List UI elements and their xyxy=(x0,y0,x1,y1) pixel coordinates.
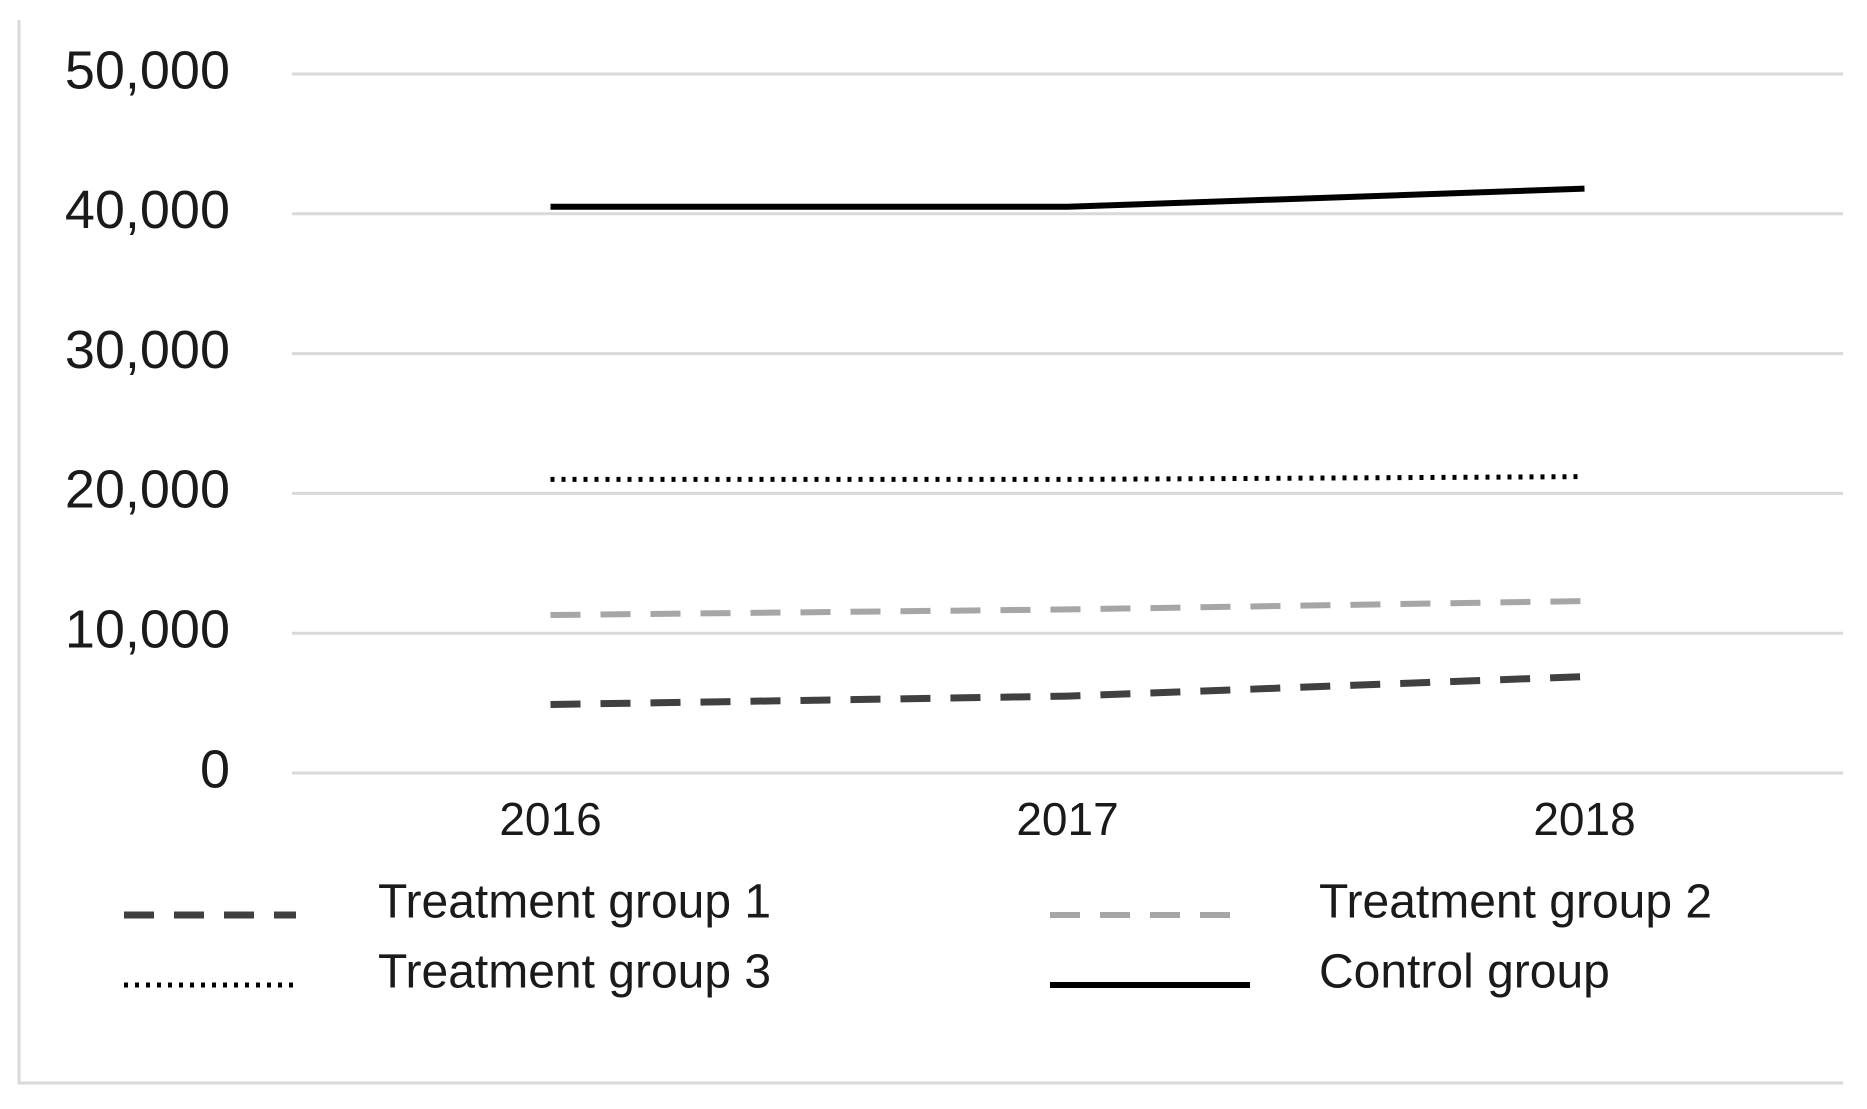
series-line xyxy=(550,185,1585,210)
legend-label: Control group xyxy=(1319,946,1610,999)
y-tick-label: 50,000 xyxy=(65,40,230,100)
y-tick-label: 30,000 xyxy=(65,320,230,380)
y-tick-label: 40,000 xyxy=(65,180,230,240)
x-tick-label: 2016 xyxy=(499,793,601,845)
y-tick-label: 10,000 xyxy=(65,599,230,659)
series-line xyxy=(550,673,1585,708)
y-tick-label: 0 xyxy=(200,739,230,799)
x-tick-label: 2017 xyxy=(1016,793,1118,845)
y-tick-label: 20,000 xyxy=(65,460,230,520)
legend-label: Treatment group 2 xyxy=(1319,876,1712,929)
series-line xyxy=(550,474,1585,482)
chart-frame xyxy=(17,20,1843,1085)
x-tick-label: 2018 xyxy=(1533,793,1635,845)
series-line xyxy=(550,598,1585,619)
legend-label: Treatment group 1 xyxy=(378,876,771,929)
legend-label: Treatment group 3 xyxy=(378,946,771,999)
